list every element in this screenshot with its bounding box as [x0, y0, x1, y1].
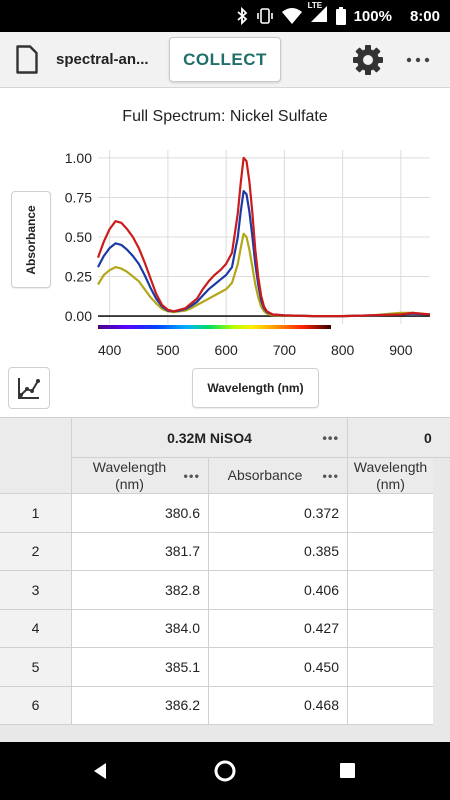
cell-wavelength-value: 386.2: [164, 697, 200, 714]
vibrate-icon: [256, 8, 273, 24]
network-label: LTE: [307, 1, 323, 10]
x-tick-label: 500: [156, 342, 180, 358]
cell-wavelength-value: 384.0: [164, 620, 200, 637]
x-tick-label: 900: [389, 342, 413, 358]
column-header-wavelength-2-line1: Wavelength: [353, 459, 428, 475]
row-number-value: 1: [31, 504, 40, 521]
home-icon[interactable]: [213, 759, 237, 783]
cell-absorbance[interactable]: 0.372: [209, 494, 348, 533]
bluetooth-icon: [237, 7, 247, 25]
cell-absorbance-value: 0.427: [303, 620, 339, 637]
row-number[interactable]: 3: [0, 571, 72, 610]
navigation-bar: [0, 742, 450, 800]
cell-wavelength[interactable]: 386.2: [72, 686, 209, 725]
column-header-absorbance-label: Absorbance: [227, 467, 303, 483]
more-icon[interactable]: [402, 48, 434, 72]
cell-absorbance-value: 0.468: [303, 697, 339, 714]
cell-absorbance[interactable]: 0.450: [209, 648, 348, 687]
column-menu-icon[interactable]: •••: [183, 468, 200, 483]
y-tick-label: 0.50: [65, 229, 92, 245]
x-axis-label: Wavelength (nm): [207, 381, 304, 395]
clock: 8:00: [409, 7, 440, 25]
spectrum-color-bar: [98, 325, 331, 329]
cell-wavelength-value: 385.1: [164, 658, 200, 675]
y-tick-label: 0.00: [65, 308, 92, 324]
data-table[interactable]: 0.32M NiSO4 ••• 0 Wavelength (nm) ••• Ab…: [0, 417, 450, 742]
y-axis-label: Absorbance: [24, 204, 38, 275]
cell-absorbance[interactable]: 0.468: [209, 686, 348, 725]
back-icon[interactable]: [90, 761, 110, 781]
y-tick-label: 0.25: [65, 269, 92, 285]
x-tick-label: 600: [214, 342, 238, 358]
wifi-icon: [281, 8, 302, 24]
data-set-title: 0.32M NiSO4: [167, 429, 252, 446]
x-axis-label-button[interactable]: Wavelength (nm): [192, 368, 319, 408]
cell-absorbance-value: 0.372: [303, 504, 339, 521]
y-tick-label: 0.75: [65, 189, 92, 205]
row-number-value: 3: [31, 581, 40, 598]
row-number[interactable]: 2: [0, 532, 72, 571]
row-number[interactable]: 1: [0, 494, 72, 533]
column-header-wavelength-line1: Wavelength: [92, 459, 167, 475]
cell-wavelength[interactable]: 382.8: [72, 571, 209, 610]
toolbar: spectral-an... COLLECT: [0, 32, 450, 88]
graph-panel: Full Spectrum: Nickel Sulfate 0.00 0.25 0: [0, 89, 450, 417]
cell-absorbance-value: 0.450: [303, 658, 339, 675]
column-header-wavelength-2-line2: (nm): [376, 476, 405, 492]
cell-absorbance[interactable]: 0.385: [209, 532, 348, 571]
file-icon[interactable]: [16, 45, 38, 74]
cell-absorbance[interactable]: 0.406: [209, 571, 348, 610]
cell-absorbance[interactable]: 0.427: [209, 609, 348, 648]
spectrum-chart[interactable]: 0.00 0.25 0.50 0.75 1.00 400 500 600 700 800 900: [0, 89, 450, 417]
series-line-2: [97, 190, 431, 318]
data-set-header[interactable]: 0.32M NiSO4 •••: [72, 418, 348, 458]
row-number-value: 4: [31, 620, 40, 637]
battery-percent: 100%: [353, 7, 392, 25]
cell-wavelength-value: 381.7: [164, 543, 200, 560]
column-header-absorbance[interactable]: Absorbance •••: [209, 458, 348, 494]
column-header-wavelength[interactable]: Wavelength (nm) •••: [72, 458, 209, 494]
x-tick-label: 800: [331, 342, 355, 358]
x-tick-label: 700: [273, 342, 297, 358]
row-number[interactable]: 4: [0, 609, 72, 648]
row-number-value: 2: [31, 543, 40, 560]
cell-wavelength[interactable]: 384.0: [72, 609, 209, 648]
row-number-value: 5: [31, 658, 40, 675]
cell-absorbance-value: 0.406: [303, 581, 339, 598]
cell-wavelength[interactable]: 380.6: [72, 494, 209, 533]
cell-wavelength-value: 382.8: [164, 581, 200, 598]
row-number-value: 6: [31, 697, 40, 714]
cell-absorbance-value: 0.385: [303, 543, 339, 560]
column-header-wavelength-line2: (nm): [115, 476, 144, 492]
column-menu-icon[interactable]: •••: [322, 468, 339, 483]
chart-title: Full Spectrum: Nickel Sulfate: [122, 108, 328, 125]
file-name[interactable]: spectral-an...: [56, 51, 149, 68]
battery-icon: [335, 7, 346, 25]
collect-button[interactable]: COLLECT: [169, 37, 281, 82]
y-axis-label-button[interactable]: Absorbance: [11, 191, 51, 288]
x-tick-label: 400: [98, 342, 122, 358]
data-set-menu-icon[interactable]: •••: [322, 430, 339, 445]
status-bar: LTE 100% 8:00: [0, 0, 450, 32]
cell-wavelength[interactable]: 381.7: [72, 532, 209, 571]
cell-wavelength-value: 380.6: [164, 504, 200, 521]
row-number[interactable]: 6: [0, 686, 72, 725]
row-number[interactable]: 5: [0, 648, 72, 687]
table-corner: [0, 418, 72, 494]
cell-wavelength[interactable]: 385.1: [72, 648, 209, 687]
graph-tools-button[interactable]: [8, 367, 50, 409]
data-set-header-2[interactable]: 0: [348, 418, 450, 458]
line-graph-icon: [18, 378, 40, 399]
table-scrollbar[interactable]: [433, 458, 450, 742]
recents-icon[interactable]: [339, 762, 357, 780]
series-line-1: [96, 156, 431, 318]
signal-icon: [310, 6, 327, 22]
data-set-2-title: 0: [424, 429, 432, 446]
y-tick-label: 1.00: [65, 150, 92, 166]
gear-icon[interactable]: [352, 44, 384, 76]
